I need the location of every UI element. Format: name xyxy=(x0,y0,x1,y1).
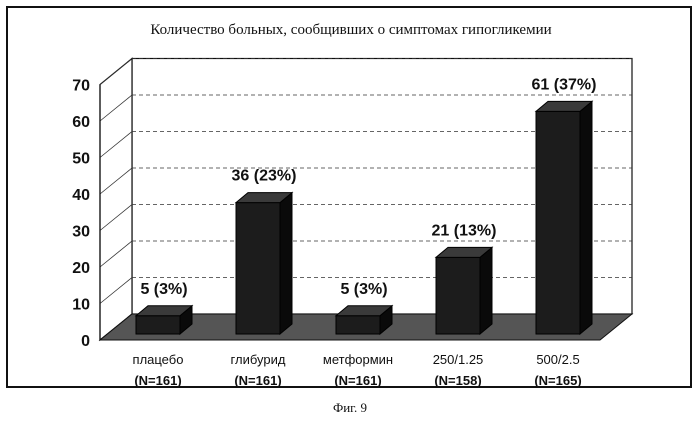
gridline-side xyxy=(99,131,133,158)
bar-top xyxy=(134,305,194,317)
y-tick-label: 50 xyxy=(72,151,90,168)
y-tick-label: 40 xyxy=(72,187,90,204)
y-tick-label: 70 xyxy=(72,78,90,95)
gridline-side xyxy=(99,94,133,122)
bar-top xyxy=(434,246,494,258)
chart-title: Количество больных, сообщивших о симптом… xyxy=(150,22,552,38)
y-tick-label: 0 xyxy=(81,333,90,350)
data-label: 5 (3%) xyxy=(340,281,387,298)
category-label: 250/1.25 xyxy=(433,352,484,367)
bar-side xyxy=(279,191,293,336)
bar-side xyxy=(579,100,593,336)
gridline-side xyxy=(99,167,133,195)
data-label: 36 (23%) xyxy=(232,168,297,185)
category-label: метформин xyxy=(323,352,393,367)
bar-side xyxy=(479,246,493,336)
bar xyxy=(135,315,181,335)
y-tick-label: 20 xyxy=(72,260,90,277)
data-label: 5 (3%) xyxy=(140,281,187,298)
category-label: 500/2.5 xyxy=(536,352,579,367)
bar xyxy=(335,315,381,335)
y-tick-label: 30 xyxy=(72,224,90,241)
bar-top xyxy=(234,192,294,204)
category-n-label: (N=161) xyxy=(234,373,281,388)
chart-plot: 0 10 20 30 40 50 60 70 5 (3%) плацебо (N=161) 36 (2… xyxy=(72,57,634,388)
category-n-label: (N=158) xyxy=(434,373,481,388)
gridline-side xyxy=(99,277,133,304)
figure-caption: Фиг. 9 xyxy=(332,400,368,415)
y-tick-label: 60 xyxy=(72,114,90,131)
category-label: плацебо xyxy=(133,352,184,367)
category-n-label: (N=165) xyxy=(534,373,581,388)
data-label: 61 (37%) xyxy=(532,76,597,93)
category-label: глибурид xyxy=(231,352,286,367)
data-label: 21 (13%) xyxy=(432,222,497,239)
bar-top xyxy=(334,305,394,317)
bar-top xyxy=(534,100,594,112)
gridline-side xyxy=(99,204,133,231)
category-n-label: (N=161) xyxy=(334,373,381,388)
gridline-side xyxy=(99,240,133,268)
gridline-side xyxy=(99,58,133,85)
y-tick-label: 10 xyxy=(72,297,90,314)
category-n-label: (N=161) xyxy=(134,373,181,388)
bar xyxy=(535,110,581,335)
bar xyxy=(235,202,281,335)
bar xyxy=(435,256,481,335)
side-wall xyxy=(99,57,133,342)
